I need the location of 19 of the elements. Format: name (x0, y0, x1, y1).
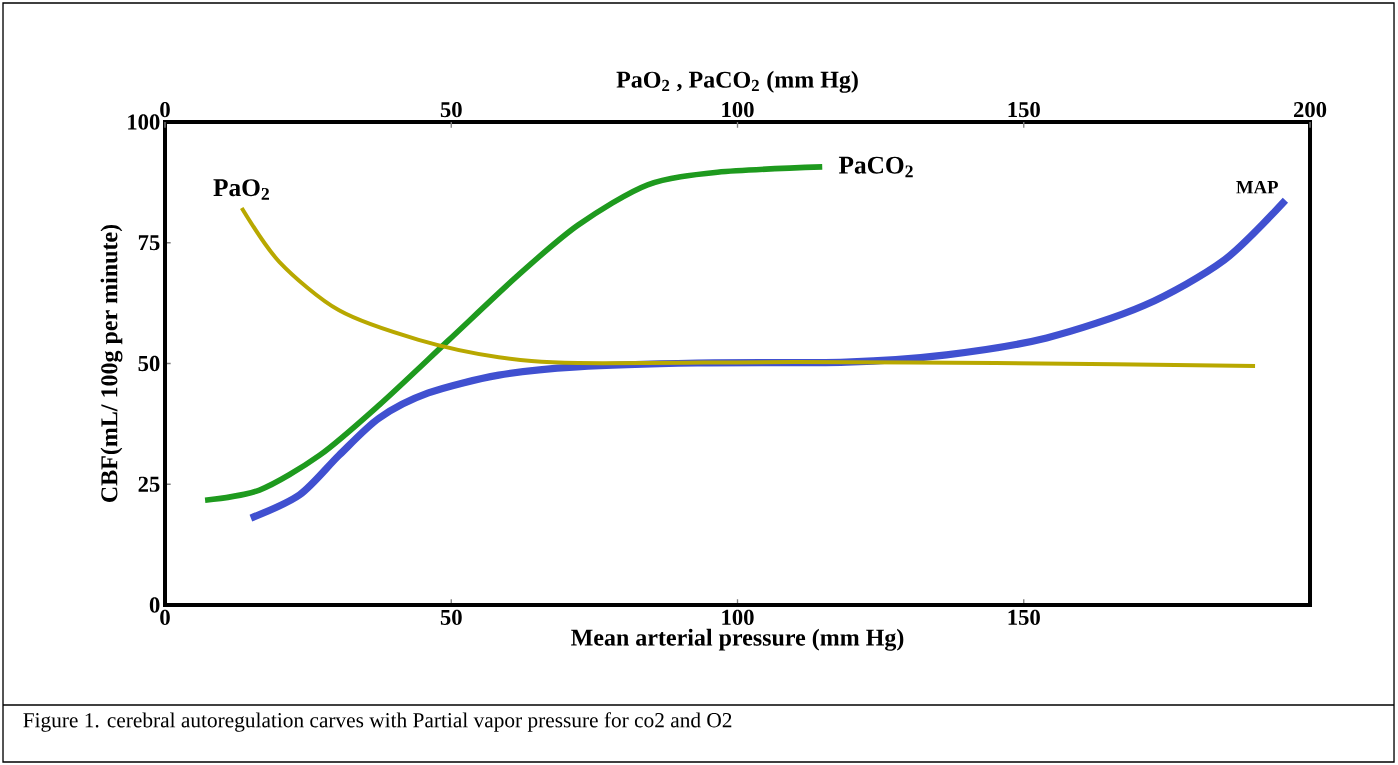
x2-axis-title: PaO$_{2}$ , PaCO$_{2}$ (mm Hg) (616, 70, 858, 93)
y-axis-title: CBF(mL/ 100g per minute) (100, 224, 123, 502)
y-tick-label: 75 (138, 235, 160, 251)
x-tick-label: 50 (440, 609, 462, 626)
y-tick-label: 100 (128, 114, 160, 130)
x2-tick-label: 50 (440, 101, 462, 118)
y-tick-label: 0 (149, 597, 160, 613)
x2-tick-label: 200 (1293, 101, 1327, 118)
series-label: PaO$_{2}$ (213, 179, 269, 200)
x-tick-label: 100 (722, 609, 754, 626)
y-tick-label: 25 (138, 476, 160, 492)
x2-tick-label: 100 (722, 101, 754, 118)
x2-tick-label: 150 (1008, 101, 1040, 118)
x-tick-label: 150 (1008, 609, 1040, 626)
series-label: PaCO$_{2}$ (838, 156, 913, 178)
y-tick-label: 50 (138, 355, 160, 372)
series-label: MAP (1236, 180, 1278, 194)
caption: Figure 1. cerebral autoregulation carves with Partial vapor pressure for co2 and O2 (23, 712, 732, 732)
x-axis-title: Mean arterial pressure (mm Hg) (571, 628, 904, 651)
